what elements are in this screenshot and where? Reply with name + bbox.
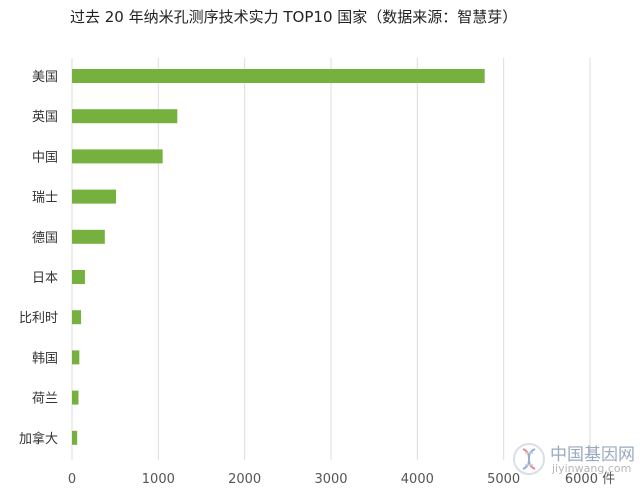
x-axis-tick-labels: 0 1000 2000 3000 4000 5000 6000 件 xyxy=(68,472,615,487)
y-category-label: 韩国 xyxy=(32,351,58,366)
x-tick-label: 4000 xyxy=(401,472,434,487)
bar xyxy=(72,350,80,365)
bar xyxy=(72,229,105,244)
y-category-label: 日本 xyxy=(32,271,58,286)
y-category-label: 德国 xyxy=(32,231,58,246)
y-category-label: 加拿大 xyxy=(19,431,58,447)
y-category-label: 荷兰 xyxy=(32,392,58,407)
x-tick-label: 5000 xyxy=(487,472,520,487)
chart-title: 过去 20 年纳米孔测序技术实力 TOP10 国家（数据来源：智慧芽） xyxy=(70,8,518,26)
bar xyxy=(72,149,163,164)
bar xyxy=(72,310,82,325)
x-tick-label: 2000 xyxy=(228,472,261,487)
bar xyxy=(72,430,78,445)
x-tick-label: 6000 件 xyxy=(565,472,615,487)
y-category-label: 比利时 xyxy=(19,311,58,326)
watermark-url: jiyinwang.com xyxy=(552,462,632,475)
bar xyxy=(72,270,85,284)
dna-logo-icon xyxy=(513,443,545,475)
y-category-label: 中国 xyxy=(32,150,58,165)
bar xyxy=(72,390,79,405)
y-category-label: 瑞士 xyxy=(32,191,58,206)
x-tick-label: 3000 xyxy=(314,472,347,487)
watermark-name: 中国基因网 xyxy=(550,445,635,465)
bar xyxy=(72,189,117,204)
y-category-label: 英国 xyxy=(32,110,58,125)
bars xyxy=(72,69,485,445)
x-tick-label: 1000 xyxy=(142,472,175,487)
x-tick-label: 0 xyxy=(68,472,76,487)
watermark: 中国基因网 jiyinwang.com xyxy=(512,440,636,484)
y-category-label: 美国 xyxy=(32,70,58,85)
bar xyxy=(72,69,485,83)
bar xyxy=(72,109,178,124)
